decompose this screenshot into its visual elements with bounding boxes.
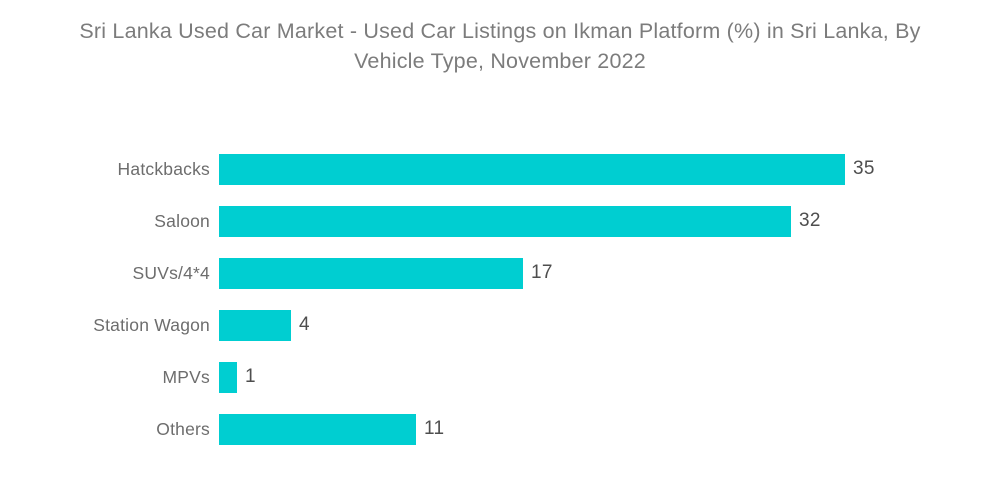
bar [219, 205, 791, 237]
chart-row: MPVs 1 [0, 351, 1000, 403]
chart-row: Hatckbacks 35 [0, 143, 1000, 195]
bar [219, 153, 845, 185]
chart-row: Others 11 [0, 403, 1000, 455]
value-label: 32 [799, 210, 821, 231]
bar-chart: Sri Lanka Used Car Market - Used Car Lis… [0, 16, 1000, 504]
value-label: 1 [245, 366, 256, 387]
chart-row: SUVs/4*4 17 [0, 247, 1000, 299]
chart-rows: Hatckbacks 35 Saloon 32 SUVs/4*4 17 Station Wa… [0, 143, 1000, 455]
bar [219, 361, 237, 393]
category-label: Saloon [154, 210, 210, 231]
chart-row: Station Wagon 4 [0, 299, 1000, 351]
value-label: 11 [424, 418, 445, 439]
category-label: Station Wagon [93, 314, 210, 335]
value-label: 17 [531, 262, 553, 283]
category-label: Others [156, 418, 210, 439]
chart-title: Sri Lanka Used Car Market - Used Car Lis… [79, 19, 921, 73]
bar [219, 413, 416, 445]
value-label: 4 [299, 314, 310, 335]
bar [219, 309, 291, 341]
bar [219, 257, 523, 289]
chart-row: Saloon 32 [0, 195, 1000, 247]
category-label: MPVs [162, 366, 210, 387]
category-label: Hatckbacks [117, 158, 210, 179]
category-label: SUVs/4*4 [132, 262, 210, 283]
value-label: 35 [853, 158, 875, 179]
